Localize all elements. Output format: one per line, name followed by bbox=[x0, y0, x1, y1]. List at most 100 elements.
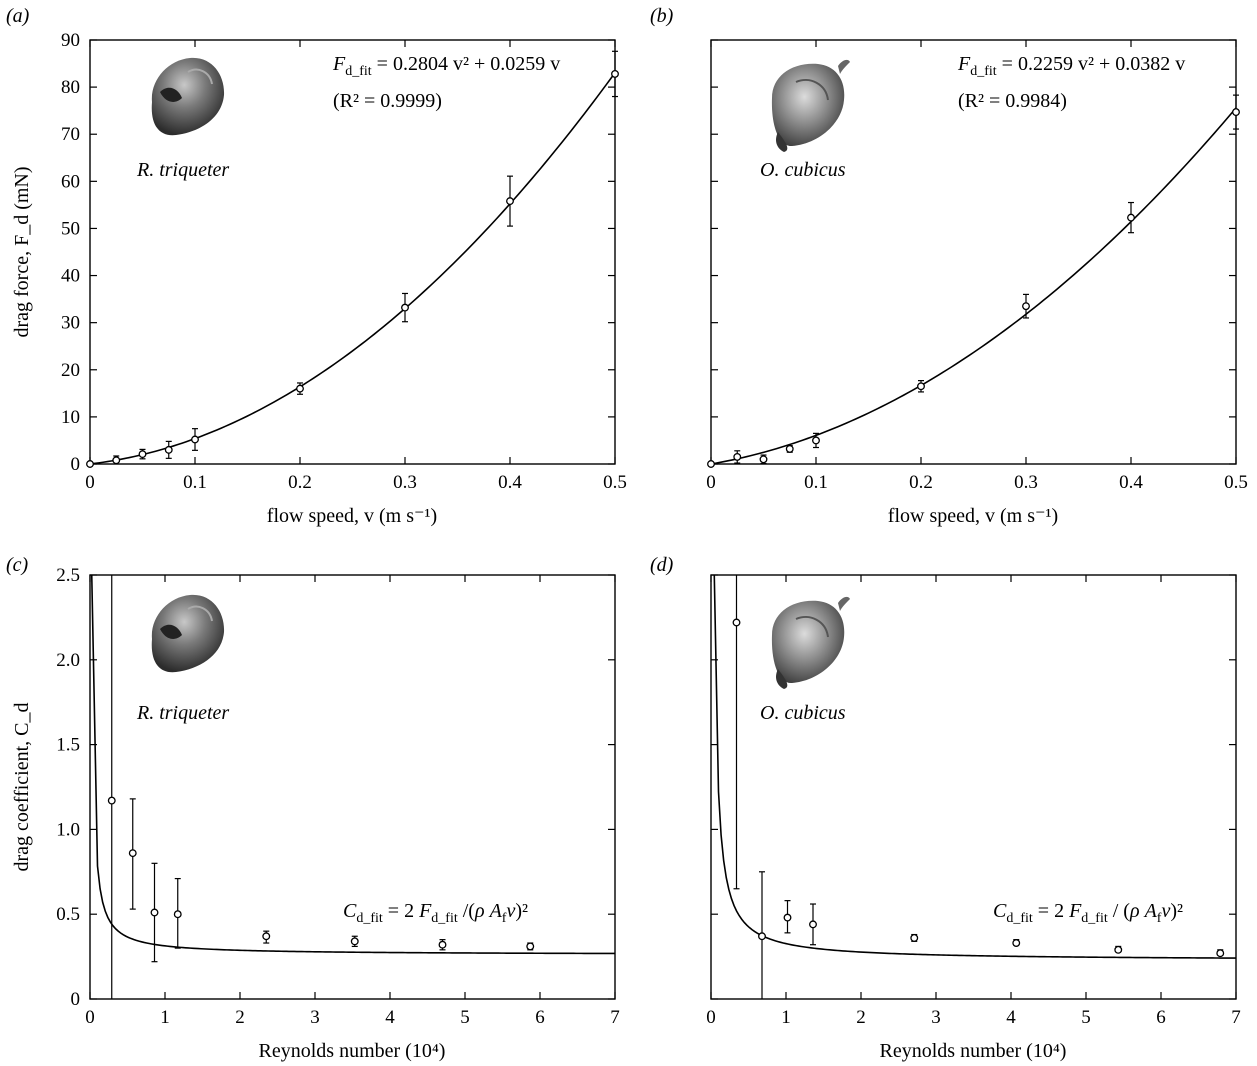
panel-label-b: (b) bbox=[650, 5, 674, 27]
equation-part: F bbox=[1068, 900, 1082, 922]
data-point bbox=[917, 382, 925, 391]
fit-line bbox=[713, 574, 1237, 959]
data-point bbox=[350, 937, 359, 946]
x-tick-label: 0.1 bbox=[804, 472, 828, 493]
fit-curve-b bbox=[710, 107, 1237, 465]
data-points-c bbox=[107, 575, 535, 999]
x-tick-label: 7 bbox=[610, 1007, 620, 1028]
equation-part: C bbox=[343, 900, 357, 922]
specimen-image-c bbox=[151, 594, 225, 673]
data-point bbox=[1114, 945, 1123, 954]
equation-part: )² bbox=[1170, 900, 1183, 922]
panel-d: (d) 0 1 2 3 4 5 6 7 O. cubicus Cd_fit = 2 Fd_fi… bbox=[650, 554, 1241, 1062]
y-axis-label-c: drag coefficient, C_d bbox=[11, 702, 33, 871]
y-tick-label: 2.5 bbox=[56, 565, 80, 586]
y-tick-label: 60 bbox=[61, 171, 80, 192]
equation-part: ρ bbox=[474, 900, 485, 922]
x-tick-label: 0.4 bbox=[1119, 472, 1143, 493]
x-tick-label: 0.3 bbox=[1014, 472, 1038, 493]
equation-part: d_fit bbox=[431, 911, 458, 926]
data-point bbox=[107, 796, 116, 805]
x-tick-label: 7 bbox=[1231, 1007, 1241, 1028]
y-tick-label: 70 bbox=[61, 124, 80, 145]
y-tick-label: 0 bbox=[71, 454, 81, 475]
x-tick-label: 0 bbox=[85, 472, 95, 493]
y-tick-label: 40 bbox=[61, 266, 80, 287]
fit-curve-d bbox=[713, 574, 1237, 959]
fit-line bbox=[90, 574, 616, 955]
y-tick-label: 2.0 bbox=[56, 650, 80, 671]
y-tick-label: 1.0 bbox=[56, 819, 80, 840]
data-point bbox=[1012, 939, 1021, 947]
x-tick-label: 6 bbox=[535, 1007, 545, 1028]
fit-line bbox=[710, 107, 1237, 465]
data-point bbox=[733, 452, 742, 461]
panel-label-d: (d) bbox=[650, 554, 674, 576]
plot-frame-d bbox=[710, 574, 1237, 1000]
equation-part: / ( bbox=[1108, 900, 1131, 922]
equation-part: C bbox=[993, 900, 1007, 922]
panel-a: (a) 0 0.1 0.2 0.3 0.4 0.50102030405060708090 … bbox=[6, 5, 627, 527]
equation-part: = 2 bbox=[1033, 900, 1069, 922]
y-tick-label: 10 bbox=[61, 407, 80, 428]
x-tick-label: 0.2 bbox=[288, 472, 312, 493]
fit-curve-a bbox=[89, 72, 616, 465]
x-tick-label: 0.1 bbox=[183, 472, 207, 493]
data-points-d bbox=[732, 575, 1225, 999]
y-axis-label-a: drag force, F_d (mN) bbox=[11, 166, 33, 337]
equation-part: d_fit bbox=[356, 911, 383, 926]
plot-frame-c bbox=[89, 574, 616, 1000]
x-axis-label-c: Reynolds number (10⁴) bbox=[259, 1040, 446, 1062]
equation-part: = 2 bbox=[383, 900, 419, 922]
y-tick-label: 20 bbox=[61, 360, 80, 381]
panel-b: (b) 0 0.1 0.2 0.3 0.4 0.5 O. cubicus Fd_fit =… bbox=[650, 5, 1248, 527]
specimen-image-b bbox=[771, 59, 850, 152]
y-tick-label: 30 bbox=[61, 313, 80, 334]
data-point bbox=[128, 849, 137, 858]
x-tick-label: 5 bbox=[460, 1007, 470, 1028]
plot-frame-b bbox=[710, 39, 1237, 465]
data-point bbox=[812, 436, 820, 445]
data-point bbox=[164, 445, 173, 454]
specimen-image-a bbox=[151, 57, 225, 136]
x-tick-label: 0.3 bbox=[393, 472, 417, 493]
data-point bbox=[191, 435, 199, 444]
fit-equation-c: Cd_fit = 2 Fd_fit /(ρ Afv)² bbox=[343, 900, 528, 926]
x-tick-label: 3 bbox=[310, 1007, 320, 1028]
data-point bbox=[112, 456, 121, 465]
y-tick-label: 90 bbox=[61, 30, 80, 51]
data-point bbox=[759, 455, 768, 464]
y-tick-label: 0.5 bbox=[56, 904, 80, 925]
y-tick-label: 80 bbox=[61, 77, 80, 98]
fit-equation-a: Fd_fit = 0.2804 v² + 0.0259 v bbox=[332, 53, 560, 79]
x-tick-label: 0.5 bbox=[1224, 472, 1248, 493]
x-tick-label: 0 bbox=[706, 472, 716, 493]
data-point bbox=[910, 933, 919, 942]
data-point bbox=[1216, 949, 1225, 958]
x-tick-label: 1 bbox=[160, 1007, 170, 1028]
data-point bbox=[438, 940, 447, 949]
data-points-b bbox=[707, 94, 1240, 468]
data-point bbox=[785, 444, 794, 453]
y-tick-label: 1.5 bbox=[56, 735, 80, 756]
x-tick-label: 4 bbox=[1006, 1007, 1016, 1028]
x-tick-label: 0.4 bbox=[498, 472, 522, 493]
ticks-a: 0 0.1 0.2 0.3 0.4 0.5 0 10 20 30 40 50 60 70 80 90 bbox=[61, 30, 627, 493]
species-label-c: R. triqueter bbox=[136, 702, 229, 724]
x-tick-label: 2 bbox=[856, 1007, 866, 1028]
x-tick-label: 1 bbox=[781, 1007, 791, 1028]
x-axis-label-a: flow speed, v (m s⁻¹) bbox=[267, 505, 437, 527]
data-point bbox=[401, 303, 409, 312]
y-tick-label: 0 bbox=[71, 989, 81, 1010]
ticks-b: 0 0.1 0.2 0.3 0.4 0.5 bbox=[706, 39, 1248, 493]
fit-equation-d: Cd_fit = 2 Fd_fit / (ρ Afv)² bbox=[993, 900, 1183, 926]
data-point bbox=[173, 910, 182, 919]
y-tick-label: 50 bbox=[61, 218, 80, 239]
panel-label-a: (a) bbox=[6, 5, 30, 27]
x-tick-label: 0.2 bbox=[909, 472, 933, 493]
x-tick-label: 2 bbox=[235, 1007, 245, 1028]
data-point bbox=[611, 69, 619, 78]
plot-frame-a bbox=[89, 39, 616, 465]
x-tick-label: 0 bbox=[706, 1007, 716, 1028]
equation-part: d_fit bbox=[1006, 911, 1033, 926]
